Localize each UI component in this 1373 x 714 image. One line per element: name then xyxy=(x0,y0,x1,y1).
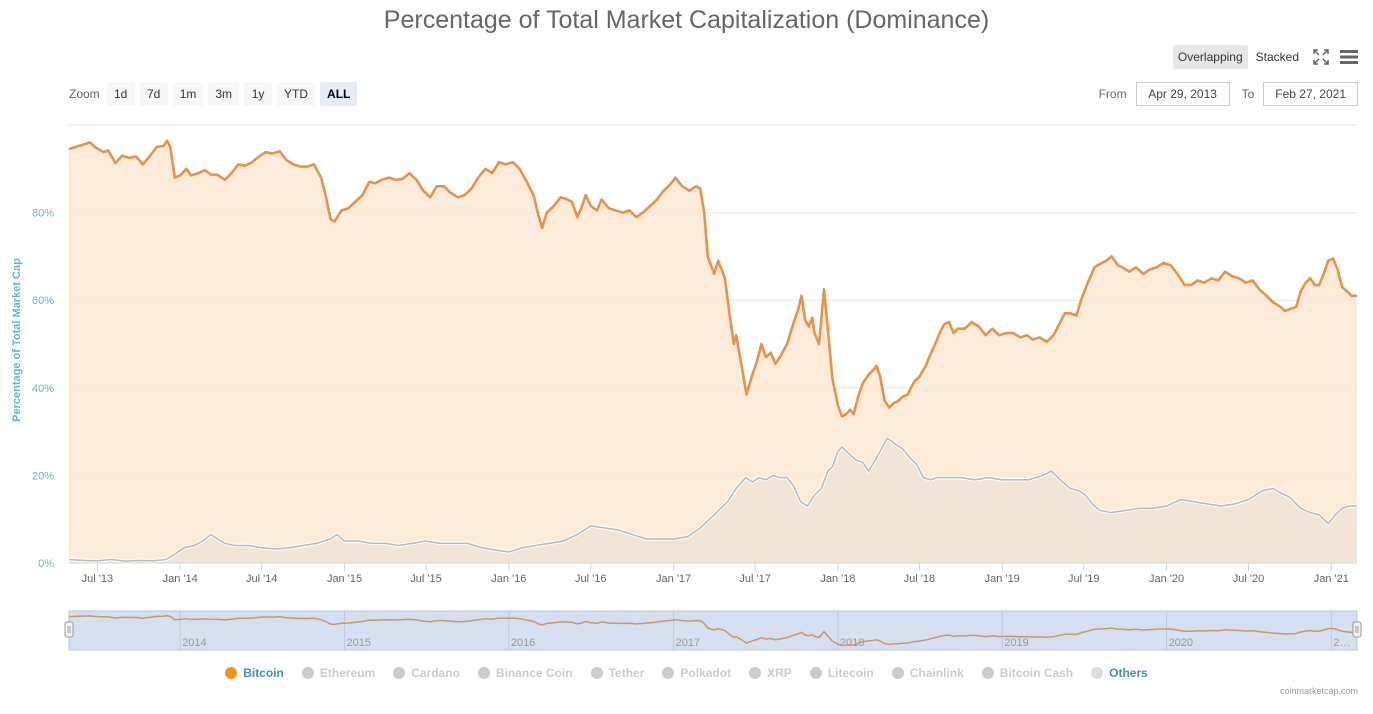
legend-label: Tether xyxy=(608,666,645,680)
overlapping-toggle[interactable]: Overlapping xyxy=(1172,45,1248,69)
y-axis: 0% 20% 40% 60% 80% xyxy=(32,208,54,570)
to-label: To xyxy=(1241,87,1255,101)
navigator-handle xyxy=(64,621,74,638)
legend-marker-icon xyxy=(477,667,490,679)
zoom-all-button[interactable]: ALL xyxy=(320,82,358,106)
bitcoin-line xyxy=(68,139,1357,418)
legend-label: XRP xyxy=(767,666,792,680)
navigator-label: 2016 xyxy=(511,637,535,649)
legend-marker-icon xyxy=(393,667,406,679)
x-tick-label: Jul '16 xyxy=(575,573,606,585)
legend-label: Chainlink xyxy=(909,666,964,680)
x-tick-label: Jan '18 xyxy=(820,573,855,585)
legend-item[interactable]: Binance Coin xyxy=(477,666,573,680)
credits: coinmarketcap.com xyxy=(1279,686,1358,696)
legend-item[interactable]: Cardano xyxy=(393,666,460,680)
zoom-1m-button[interactable]: 1m xyxy=(172,82,204,106)
legend-item[interactable]: Litecoin xyxy=(809,666,874,680)
others-area xyxy=(69,438,1357,563)
navigator-handle xyxy=(1352,621,1362,638)
fullscreen-icon[interactable] xyxy=(1310,46,1332,68)
x-tick-label: Jan '19 xyxy=(985,573,1020,585)
bitcoin-area xyxy=(69,140,1357,564)
navigator-label: 2019 xyxy=(1004,637,1028,649)
legend-item[interactable]: XRP xyxy=(749,666,792,680)
to-date-input[interactable]: Feb 27, 2021 xyxy=(1263,82,1358,106)
legend-label: Litecoin xyxy=(827,666,874,680)
legend-marker-icon xyxy=(809,667,822,679)
fullscreen-icon-glyph xyxy=(1313,49,1329,65)
menu-icon-glyph xyxy=(1340,50,1358,64)
x-tick-label: Jul '15 xyxy=(410,573,441,585)
legend-label: Polkadot xyxy=(680,666,732,680)
navigator-label: 2020 xyxy=(1169,637,1193,649)
legend-label: Ethereum xyxy=(319,666,376,680)
legend-item[interactable]: Bitcoin Cash xyxy=(981,666,1074,680)
y-tick-label: 60% xyxy=(32,295,54,307)
legend-item[interactable]: Polkadot xyxy=(662,666,731,680)
zoom-label: Zoom xyxy=(69,87,100,101)
navigator-label: 2018 xyxy=(840,637,864,649)
y-tick-label: 0% xyxy=(38,558,54,570)
x-tick-label: Jul '17 xyxy=(739,573,770,585)
zoom-selector: Zoom 1d 7d 1m 3m 1y YTD ALL xyxy=(69,82,362,106)
legend-item[interactable]: Ethereum xyxy=(301,666,376,680)
zoom-ytd-button[interactable]: YTD xyxy=(277,82,316,106)
legend-item[interactable]: Tether xyxy=(590,666,645,680)
x-tick-label: Jul '19 xyxy=(1068,573,1099,585)
x-tick-label: Jan '15 xyxy=(327,573,362,585)
legend-item[interactable]: Chainlink xyxy=(891,666,964,680)
navigator-label: 2017 xyxy=(676,637,700,649)
legend-label: Binance Coin xyxy=(495,666,573,680)
x-axis: Jul '13 Jan '14 Jul '14 Jan '15 Jul '15 Jan '… xyxy=(69,562,1357,585)
y-tick-label: 20% xyxy=(32,470,54,482)
zoom-3m-button[interactable]: 3m xyxy=(208,82,240,106)
navigator[interactable]: 2014 2015 2016 2017 2018 2019 2020 2… xyxy=(64,610,1362,651)
chart-title: Percentage of Total Market Capitalizatio… xyxy=(383,6,990,34)
x-tick-label: Jan '21 xyxy=(1314,573,1349,585)
x-tick-label: Jul '14 xyxy=(246,573,277,585)
menu-icon[interactable] xyxy=(1338,46,1360,68)
y-tick-label: 80% xyxy=(32,208,54,220)
from-label: From xyxy=(1098,87,1127,101)
plot-area xyxy=(68,139,1357,564)
y-tick-label: 40% xyxy=(32,383,54,395)
date-range-selector: From Apr 29, 2013 To Feb 27, 2021 xyxy=(1099,82,1358,106)
navigator-series-line xyxy=(68,614,1357,647)
x-tick-label: Jan '16 xyxy=(491,573,526,585)
y-axis-label: Percentage of Total Market Cap xyxy=(11,258,23,422)
legend-item[interactable]: Others xyxy=(1091,666,1148,680)
stacked-toggle[interactable]: Stacked xyxy=(1255,50,1299,64)
zoom-7d-button[interactable]: 7d xyxy=(139,82,168,106)
navigator-label: 2014 xyxy=(182,637,206,649)
legend-label: Bitcoin Cash xyxy=(999,666,1074,680)
chart-toolbar: Overlapping Stacked xyxy=(1170,45,1360,69)
x-tick-label: Jul '13 xyxy=(82,573,113,585)
legend-label: Others xyxy=(1109,666,1148,680)
x-tick-label: Jul '20 xyxy=(1233,573,1264,585)
x-tick-label: Jan '17 xyxy=(656,573,691,585)
navigator-label: 2015 xyxy=(347,637,371,649)
from-date-input[interactable]: Apr 29, 2013 xyxy=(1135,82,1230,106)
legend-marker-icon xyxy=(590,667,603,679)
legend-marker-icon xyxy=(891,667,904,679)
legend-marker-icon xyxy=(749,667,762,679)
navigator-label: 2… xyxy=(1333,637,1350,649)
legend-marker-icon xyxy=(981,667,994,679)
legend-label: Cardano xyxy=(411,666,460,680)
x-tick-label: Jan '14 xyxy=(163,573,198,585)
x-tick-label: Jan '20 xyxy=(1149,573,1184,585)
zoom-1d-button[interactable]: 1d xyxy=(106,82,135,106)
legend: Bitcoin Ethereum Cardano Binance Coin Tether… xyxy=(0,666,1373,680)
legend-marker-icon xyxy=(301,667,314,679)
legend-label: Bitcoin xyxy=(243,666,284,680)
zoom-1y-button[interactable]: 1y xyxy=(244,82,273,106)
legend-marker-icon xyxy=(225,667,238,679)
legend-item[interactable]: Bitcoin xyxy=(225,666,284,680)
others-line xyxy=(68,437,1357,562)
legend-marker-icon xyxy=(1091,667,1104,679)
legend-marker-icon xyxy=(662,667,675,679)
x-tick-label: Jul '18 xyxy=(904,573,935,585)
